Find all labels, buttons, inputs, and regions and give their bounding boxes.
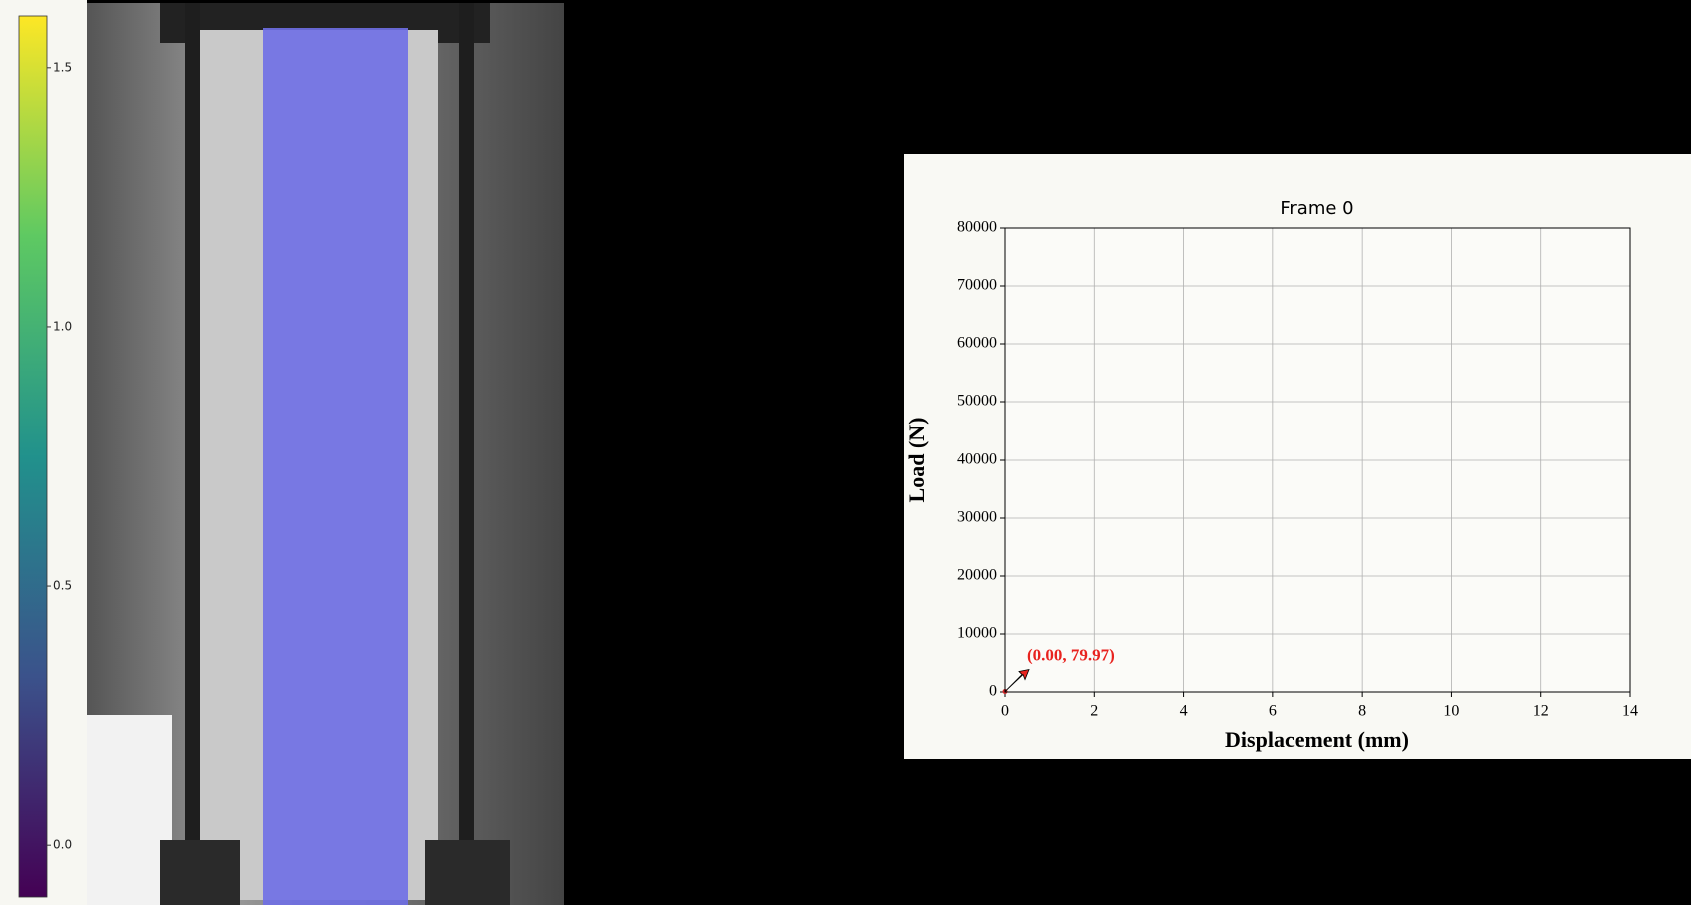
x-tick-label: 2 bbox=[1090, 703, 1098, 720]
x-tick-label: 14 bbox=[1622, 703, 1638, 720]
colorbar-tick-label: 1.5 bbox=[53, 60, 72, 74]
colorbar bbox=[19, 16, 47, 897]
y-tick-label: 70000 bbox=[957, 277, 997, 294]
threaded-rod bbox=[185, 3, 200, 873]
y-tick-label: 10000 bbox=[957, 625, 997, 642]
strain-overlay bbox=[263, 28, 408, 905]
specimen-photo bbox=[87, 3, 564, 905]
x-tick-label: 0 bbox=[1001, 703, 1009, 720]
x-tick-label: 10 bbox=[1443, 703, 1459, 720]
base-plate bbox=[160, 840, 240, 905]
y-tick-label: 80000 bbox=[957, 219, 997, 236]
annotation: (0.00, 79.97) bbox=[1027, 645, 1115, 664]
y-tick-label: 0 bbox=[989, 683, 997, 700]
y-tick-label: 60000 bbox=[957, 335, 997, 352]
colorbar-tick-label: 0.5 bbox=[53, 579, 72, 593]
x-axis-label: Displacement (mm) bbox=[1225, 727, 1409, 752]
x-tick-label: 6 bbox=[1269, 703, 1277, 720]
y-tick-label: 20000 bbox=[957, 567, 997, 584]
colorbar-tick-label: 0.0 bbox=[53, 838, 72, 852]
base-plate bbox=[425, 840, 510, 905]
threaded-rod bbox=[459, 3, 474, 873]
screen: Frame 0 Displacement (mm) Load (N) 0.0 0.… bbox=[0, 0, 1691, 905]
y-tick-label: 40000 bbox=[957, 451, 997, 468]
x-tick-label: 12 bbox=[1533, 703, 1549, 720]
y-axis-label: Load (N) bbox=[904, 418, 929, 503]
x-tick-label: 8 bbox=[1358, 703, 1366, 720]
y-tick-label: 30000 bbox=[957, 509, 997, 526]
y-tick-label: 50000 bbox=[957, 393, 997, 410]
label-card bbox=[87, 715, 172, 905]
x-tick-label: 4 bbox=[1180, 703, 1188, 720]
chart-title: Frame 0 bbox=[1280, 198, 1353, 219]
colorbar-tick-label: 1.0 bbox=[53, 319, 72, 333]
